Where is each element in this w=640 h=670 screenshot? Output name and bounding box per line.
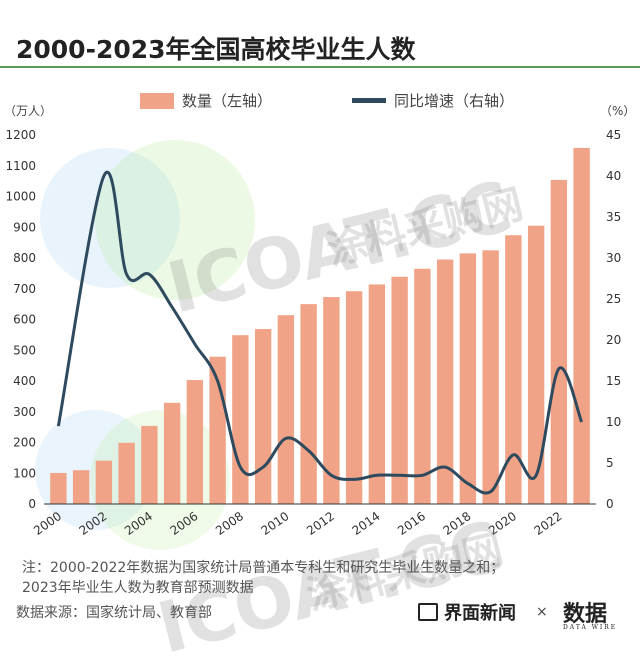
left-axis-tick-label: 1100 (5, 159, 36, 173)
right-axis-tick-label: 40 (606, 169, 621, 183)
chart-bar (414, 268, 431, 504)
right-axis-tick-label: 15 (606, 374, 621, 388)
left-axis-tick-label: 1000 (5, 190, 36, 204)
legend-swatch-line (352, 98, 386, 103)
chart-bar (72, 470, 90, 504)
left-axis-tick-label: 0 (28, 497, 36, 511)
left-axis-tick-label: 400 (13, 374, 36, 388)
data-source: 数据来源：国家统计局、教育部 (16, 605, 212, 621)
chart-bar (186, 380, 204, 504)
datawire-logo: 数据 DATA WIRE (563, 596, 617, 631)
legend-label-bars: 数量（左轴） (182, 92, 273, 110)
right-axis-tick-label: 20 (606, 333, 621, 347)
chart-bar (573, 147, 590, 505)
left-axis-unit: （万人） (4, 104, 53, 118)
legend-label-line: 同比增速（右轴） (394, 92, 515, 110)
x-axis-tick-label: 2012 (304, 509, 337, 538)
right-axis-tick-label: 0 (606, 497, 614, 511)
footnote-line-2: 2023年毕业生人数为教育部预测数据 (22, 580, 254, 596)
footnote-line-1: 注：2000-2022年数据为国家统计局普通本专科生和研究生毕业生数量之和； (22, 560, 505, 576)
chart-bar (391, 276, 408, 504)
chart-bar (482, 250, 499, 504)
right-axis-tick-label: 5 (606, 456, 614, 470)
legend-item-bars: 数量（左轴） (140, 90, 272, 111)
chart-bar (368, 284, 386, 504)
left-axis-tick-label: 800 (13, 251, 36, 265)
left-axis-tick-label: 500 (13, 343, 36, 357)
right-axis-tick-label: 10 (606, 415, 621, 429)
chart-title: 2000-2023年全国高校毕业生人数 (16, 35, 416, 64)
right-axis-unit: （%） (600, 104, 636, 118)
chart-bar (527, 225, 545, 504)
x-axis-tick-label: 2010 (259, 509, 292, 538)
left-axis-tick-label: 700 (13, 282, 36, 296)
chart-bar (50, 472, 67, 504)
chart-bar (141, 425, 158, 504)
chart-bar (505, 235, 522, 504)
chart-bar (254, 329, 272, 504)
left-axis-tick-label: 300 (13, 405, 36, 419)
chart-bar (323, 297, 340, 504)
x-axis-tick-label: 2006 (168, 509, 201, 538)
left-axis-tick-label: 200 (13, 436, 36, 450)
chart-bar (232, 335, 249, 504)
left-axis-tick-label: 600 (13, 313, 36, 327)
chart-bar (436, 259, 454, 504)
x-axis-tick-label: 2004 (122, 509, 155, 538)
brand-jiemian: 界面新闻 (418, 599, 516, 625)
chart-legend: 数量（左轴） 同比增速（右轴） (0, 90, 640, 114)
left-axis-tick-label: 1200 (5, 128, 36, 142)
chart-bar (118, 442, 135, 504)
growth-rate-line (56, 170, 584, 495)
chart-bar (459, 253, 477, 504)
x-axis-tick-label: 2000 (31, 509, 64, 538)
chart-bar (95, 460, 113, 504)
brand-separator: × (536, 604, 548, 620)
legend-swatch-bar (140, 92, 174, 109)
x-axis-tick-label: 2008 (213, 509, 246, 538)
chart-bar (277, 315, 295, 504)
x-axis-tick-label: 2022 (532, 509, 565, 538)
datawire-logo-sub: DATA WIRE (563, 624, 618, 631)
x-axis-tick-label: 2002 (77, 509, 110, 538)
right-axis-tick-label: 25 (606, 292, 621, 306)
right-axis-tick-label: 45 (606, 128, 621, 142)
datawire-logo-text: 数据 (563, 601, 608, 627)
jiemian-logo-icon (418, 603, 438, 621)
chart-bar (163, 402, 181, 504)
left-axis-tick-label: 100 (13, 466, 36, 480)
chart-bar (345, 291, 363, 504)
right-axis-tick-label: 30 (606, 251, 621, 265)
chart-bar (550, 179, 568, 504)
chart-bar (300, 304, 317, 504)
title-rule (0, 66, 640, 68)
left-axis-tick-label: 900 (13, 220, 36, 234)
right-axis-tick-label: 35 (606, 210, 621, 224)
legend-item-line: 同比增速（右轴） (352, 90, 514, 111)
brand-name: 界面新闻 (444, 603, 516, 624)
